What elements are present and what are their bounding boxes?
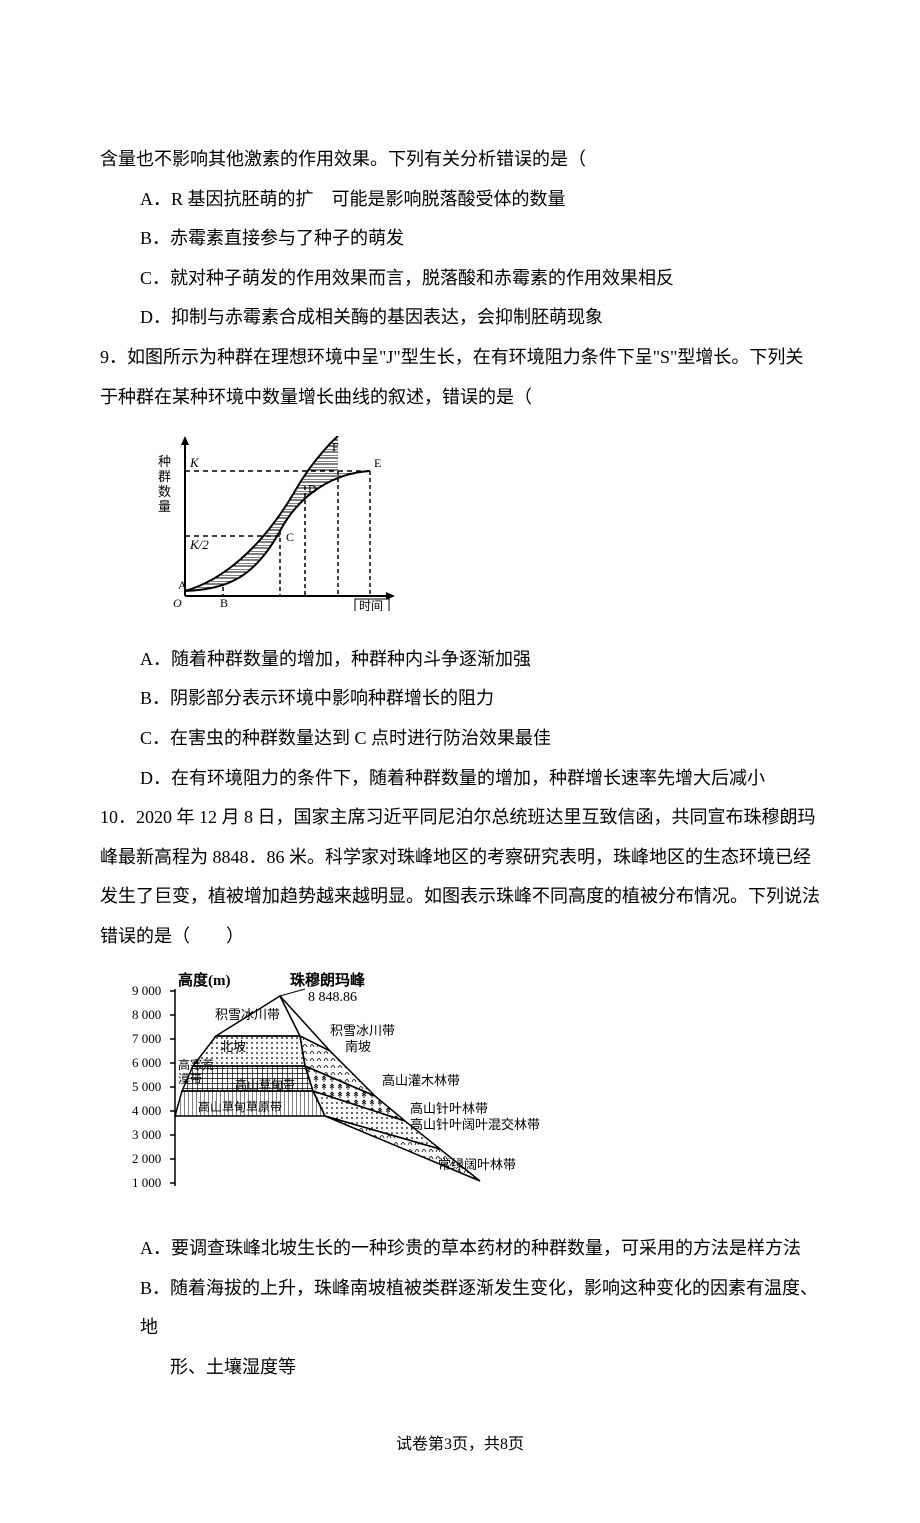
q10-option-b-line1: B．随着海拔的上升，珠峰南坡植被类群逐渐发生变化，影响这种变化的因素有温度、地 [100,1269,820,1348]
q8-option-a: A．R 基因抗胚萌的扩 可能是影响脱落酸受体的数量 [100,180,820,220]
q10-south-z3: 高山针叶阔叶混交林带 [410,1117,540,1132]
q9-growth-curve-figure: 种 群 数 量 K K/2 时间 O A B C D E F [140,431,820,626]
q9-option-b: B．阴影部分表示环境中影响种群增长的阻力 [100,679,820,719]
q10-y-title: 高度(m) [178,971,231,989]
q10-south-z1: 高山灌木林带 [382,1073,460,1088]
q10-south-snow: 积雪冰川带 [330,1023,395,1038]
q10-ytick-5000: 5 000 [132,1079,161,1094]
q9-ylabel-1: 种 [158,454,171,469]
q10-option-a: A．要调查珠峰北坡生长的一种珍贵的草本药材的种群数量，可采用的方法是样方法 [100,1229,820,1269]
q9-option-c: C．在害虫的种群数量达到 C 点时进行防治效果最佳 [100,719,820,759]
q10-stem-line3: 发生了巨变，植被增加趋势越来越明显。如图表示珠峰不同高度的植被分布情况。下列说法 [100,877,820,917]
q8-option-b: B．赤霉素直接参与了种子的萌发 [100,219,820,259]
q10-north-z1b: 漠带 [178,1072,202,1086]
q9-stem-line2: 于种群在某种环境中数量增长曲线的叙述，错误的是（ [100,378,820,418]
q9-ylabel-4: 量 [158,499,171,514]
q9-ylabel-3: 数 [158,484,171,499]
q10-south-label: 南坡 [345,1039,371,1054]
q10-option-b-line2: 形、土壤湿度等 [100,1348,820,1388]
q10-stem-line4: 错误的是（ ） [100,917,820,957]
q10-ytick-7000: 7 000 [132,1031,161,1046]
q9-k-label: K [189,455,200,470]
q9-option-d: D．在有环境阻力的条件下，随着种群数量的增加，种群增长速率先增大后减小 [100,759,820,799]
page-footer: 试卷第3页，共8页 [100,1427,820,1462]
q10-stem-line1: 10．2020 年 12 月 8 日，国家主席习近平同尼泊尔总统班达里互致信函，… [100,798,820,838]
q10-stem-line2: 峰最新高程为 8848．86 米。科学家对珠峰地区的考察研究表明，珠峰地区的生态… [100,838,820,878]
q9-pt-F: F [332,440,339,454]
q9-stem-line1: 9．如图所示为种群在理想环境中呈"J"型生长，在有环境阻力条件下呈"S"型增长。… [100,338,820,378]
q8-stem-continuation: 含量也不影响其他激素的作用效果。下列有关分析错误的是（ [100,140,820,180]
q10-peak-value: 8 848.86 [308,990,357,1005]
q9-pt-B: B [220,596,228,610]
q8-option-d: D．抑制与赤霉素合成相关酶的基因表达，会抑制胚萌现象 [100,298,820,338]
q10-south-z4: 常绿阔叶林带 [438,1157,516,1172]
q9-xlabel: 时间 [359,599,383,611]
q9-chart-svg: 种 群 数 量 K K/2 时间 O A B C D E F [140,431,400,611]
q10-south-z2: 高山针叶林带 [410,1101,488,1116]
q10-north-z1a: 高寒荒 [178,1057,214,1072]
q9-pt-A: A [178,578,187,592]
q10-ytick-2000: 2 000 [132,1151,161,1166]
q9-pt-C: C [286,530,294,544]
q9-pt-D: D [308,482,317,496]
q10-everest-zones-figure: 9 000 8 000 7 000 6 000 5 000 4 000 3 000 2 000… [120,971,820,1216]
q9-ylabel-2: 群 [158,469,171,484]
q9-k2-label: K/2 [189,537,209,552]
q9-origin: O [173,596,182,610]
q9-pt-E: E [374,456,381,470]
exam-page: 含量也不影响其他激素的作用效果。下列有关分析错误的是（ A．R 基因抗胚萌的扩 … [0,0,920,1523]
q10-peak-title: 珠穆朗玛峰 [290,971,366,989]
q9-option-a: A．随着种群数量的增加，种群种内斗争逐渐加强 [100,640,820,680]
q10-north-label: 北坡 [220,1039,246,1054]
q10-ytick-1000: 1 000 [132,1175,161,1190]
q10-ytick-4000: 4 000 [132,1103,161,1118]
q10-ytick-3000: 3 000 [132,1127,161,1142]
q10-chart-svg: 9 000 8 000 7 000 6 000 5 000 4 000 3 000 2 000… [120,971,560,1201]
q10-north-z2: 高山草甸带 [235,1077,295,1092]
q10-north-z3: 高山草甸草原带 [198,1099,282,1114]
q10-ytick-6000: 6 000 [132,1055,161,1070]
q10-north-snow: 积雪冰川带 [215,1007,280,1022]
q8-option-c: C．就对种子萌发的作用效果而言，脱落酸和赤霉素的作用效果相反 [100,259,820,299]
q10-ytick-8000: 8 000 [132,1007,161,1022]
q10-ytick-9000: 9 000 [132,983,161,998]
